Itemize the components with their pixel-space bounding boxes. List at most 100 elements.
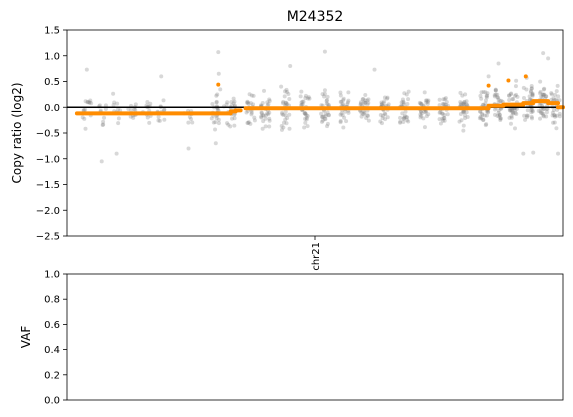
cnr-bin-point — [364, 116, 369, 121]
cnr-bin-point — [398, 115, 403, 120]
cnr-bin-point — [145, 99, 150, 104]
cnr-bin-point — [378, 113, 383, 118]
cnr-bin-point — [366, 118, 371, 123]
cnr-bin-point — [438, 110, 443, 115]
cnr-bin-point — [299, 100, 304, 105]
cnr-bin-point — [401, 100, 406, 105]
cnr-bin-point — [339, 99, 344, 104]
cnr-bin-point — [481, 117, 486, 122]
cnr-bin-point — [285, 116, 290, 121]
cnr-bin-point — [372, 67, 377, 72]
cnr-bin-point — [541, 87, 546, 92]
cnr-bin-point — [358, 103, 363, 108]
cnr-bin-point — [159, 74, 164, 79]
cnr-bin-point — [378, 119, 383, 124]
cnr-bin-point — [299, 102, 304, 107]
cnr-bin-point — [287, 112, 292, 117]
cnr-bin-point — [263, 124, 268, 129]
cnr-bin-point — [437, 110, 442, 115]
cnr-bin-point — [404, 92, 409, 97]
cnr-bin-point — [245, 100, 250, 105]
cnr-bin-point — [213, 127, 218, 132]
cnr-bin-point — [444, 100, 449, 105]
cnr-bin-point — [129, 108, 134, 113]
cnr-bin-point — [464, 110, 469, 115]
cnr-bin-point — [486, 109, 491, 114]
cnr-bin-point — [463, 92, 468, 97]
cnr-bin-point — [307, 96, 312, 101]
cnr-bin-point — [422, 90, 427, 95]
cnr-bin-point — [552, 113, 557, 118]
cnr-bin-point — [498, 116, 503, 121]
cnr-bin-point — [162, 117, 167, 122]
cnr-bin-point — [339, 111, 344, 116]
cnr-bin-point — [541, 113, 546, 118]
cnr-bin-point — [251, 93, 256, 98]
cnr-bin-point — [529, 86, 534, 91]
cnr-bin-point — [405, 115, 410, 120]
cnr-bin-point — [280, 101, 285, 106]
cnr-bin-point — [285, 90, 290, 95]
cnr-bin-point — [249, 112, 254, 117]
cnr-bin-point — [483, 98, 488, 103]
cnr-bin-point — [281, 125, 286, 130]
cnr-bin-point — [232, 112, 237, 117]
cnr-bin-point — [323, 117, 328, 122]
cnr-bin-point — [405, 102, 410, 107]
cnr-bin-point — [462, 113, 467, 118]
cnr-bin-point — [483, 123, 488, 128]
cnr-bin-point — [190, 120, 195, 125]
cnr-y-tick-label: −1.5 — [36, 180, 60, 191]
vaf-y-tick-label: 0.6 — [44, 320, 60, 331]
cnr-bin-point — [479, 96, 484, 101]
cnr-bin-point — [480, 112, 485, 117]
cnr-bin-point — [283, 117, 288, 122]
cnr-bin-point — [424, 100, 429, 105]
cnr-bin-point — [259, 115, 264, 120]
vaf-y-tick-label: 0.0 — [44, 396, 60, 407]
cnr-bin-point — [551, 96, 556, 101]
cnr-bin-point — [156, 114, 161, 119]
cnr-bin-point — [279, 124, 284, 129]
cnr-bin-point — [226, 122, 231, 127]
cnr-bin-point — [156, 118, 161, 123]
cnr-bin-point — [305, 124, 310, 129]
cnr-bin-point — [422, 125, 427, 130]
cnr-bin-point — [361, 100, 366, 105]
cnr-bin-point — [541, 51, 546, 56]
cnr-bin-point — [209, 116, 214, 121]
cnr-bin-point — [496, 95, 501, 100]
cnr-bin-point — [539, 94, 544, 99]
cnr-bin-point — [541, 92, 546, 97]
cnr-bin-point — [406, 97, 411, 102]
cnr-bin-point — [401, 116, 406, 121]
cnr-bin-point — [424, 98, 429, 103]
cnr-bin-point — [509, 108, 514, 113]
cnr-bin-point — [326, 112, 331, 117]
cnr-bin-point — [324, 98, 329, 103]
cnr-bin-point — [303, 120, 308, 125]
cnr-bin-point — [251, 102, 256, 107]
cnr-bin-point — [249, 93, 254, 98]
cnr-bin-point — [403, 109, 408, 114]
vaf-y-tick-label: 0.4 — [44, 345, 60, 356]
cnr-bin-point — [245, 121, 250, 126]
cnr-bin-point — [145, 115, 150, 120]
cnr-bin-point — [498, 99, 503, 104]
cnr-y-tick-label: 0.5 — [44, 77, 60, 88]
cnr-bin-point — [419, 102, 424, 107]
cnr-bin-point — [496, 108, 501, 113]
cnr-bin-point — [224, 102, 229, 107]
cnr-bin-point — [80, 115, 85, 120]
cnr-bin-point — [252, 115, 257, 120]
cnr-bin-point — [288, 64, 293, 69]
cnr-bin-point — [511, 110, 516, 115]
cnr-bin-point — [85, 100, 90, 105]
cnr-bin-point — [343, 109, 348, 114]
cnr-bin-point — [263, 113, 268, 118]
cnr-bin-point — [528, 97, 533, 102]
cnr-bin-point — [552, 113, 557, 118]
cnr-bin-point — [479, 90, 484, 95]
cnr-bin-point — [115, 107, 120, 112]
cnr-bin-point — [554, 97, 559, 102]
